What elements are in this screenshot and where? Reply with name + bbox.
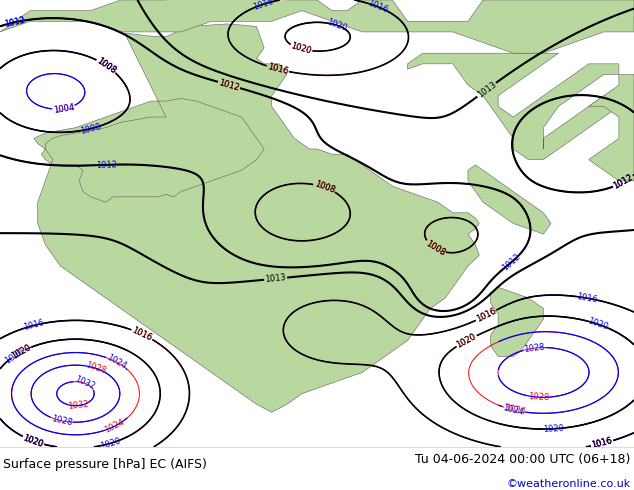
Text: 1020: 1020 [543,424,564,434]
Polygon shape [468,165,551,234]
Text: 1020: 1020 [3,346,26,365]
Text: 1020: 1020 [455,332,478,350]
Text: 1032: 1032 [67,400,89,411]
Text: 1016: 1016 [591,437,614,450]
Text: 1020: 1020 [290,42,313,56]
Text: 1032: 1032 [74,375,96,392]
Text: 1024: 1024 [105,353,128,371]
Text: 1004: 1004 [53,102,75,115]
Text: 1008: 1008 [95,56,118,75]
Text: 1016: 1016 [266,62,289,76]
Text: 1008: 1008 [95,56,118,75]
Text: 1028: 1028 [84,361,107,376]
Text: 1020: 1020 [10,343,32,361]
Text: 1016: 1016 [23,318,45,332]
Text: 1004: 1004 [53,102,75,115]
Text: 1028: 1028 [50,414,73,427]
Text: Surface pressure [hPa] EC (AIFS): Surface pressure [hPa] EC (AIFS) [3,458,207,470]
Text: ©weatheronline.co.uk: ©weatheronline.co.uk [507,479,631,489]
Polygon shape [34,24,479,412]
Text: 1008: 1008 [313,180,336,195]
Polygon shape [408,53,619,160]
Text: 1012: 1012 [217,78,240,92]
Text: 1008: 1008 [80,122,103,135]
Text: 1008: 1008 [313,180,336,195]
Text: 1013: 1013 [265,273,287,284]
Text: 1020: 1020 [10,343,32,361]
Text: 1008: 1008 [95,56,118,75]
Text: 1016: 1016 [266,62,289,76]
Text: 1016: 1016 [576,292,598,304]
Text: 1016: 1016 [252,0,275,12]
Text: 1012: 1012 [95,160,117,170]
Text: 1028: 1028 [527,392,550,402]
Text: 1013: 1013 [476,80,498,99]
Text: 1020: 1020 [290,42,313,56]
Text: Tu 04-06-2024 00:00 UTC (06+18): Tu 04-06-2024 00:00 UTC (06+18) [415,453,631,466]
Text: 1020: 1020 [99,436,122,451]
Text: 1020: 1020 [326,18,349,33]
Text: 1012: 1012 [4,16,26,29]
Text: 1016: 1016 [591,437,614,450]
Text: 1024: 1024 [502,403,524,416]
Text: 1016: 1016 [131,326,153,343]
Text: 1012: 1012 [217,78,240,92]
Text: 1028: 1028 [523,343,545,354]
Text: 1016: 1016 [475,307,498,324]
Polygon shape [0,0,634,53]
Text: 1020: 1020 [586,317,609,332]
Text: 1008: 1008 [424,239,446,257]
Polygon shape [491,287,543,356]
Text: 1012: 1012 [4,16,26,29]
Text: 1020: 1020 [22,433,44,449]
Text: 1016: 1016 [475,307,498,324]
Text: 1012: 1012 [612,173,634,191]
Text: 1016: 1016 [366,0,389,15]
Text: 1012: 1012 [612,173,634,191]
Text: 1020: 1020 [455,332,478,350]
Text: 1020: 1020 [22,433,44,449]
Text: 1012: 1012 [500,252,522,273]
Text: 1024: 1024 [103,417,126,435]
Text: 1012: 1012 [612,173,634,191]
Text: 1016: 1016 [591,437,614,450]
Polygon shape [589,74,634,181]
Text: 1020: 1020 [22,433,44,449]
Text: 1024: 1024 [504,404,526,417]
Text: 1008: 1008 [424,239,446,257]
Text: 1016: 1016 [131,326,153,343]
